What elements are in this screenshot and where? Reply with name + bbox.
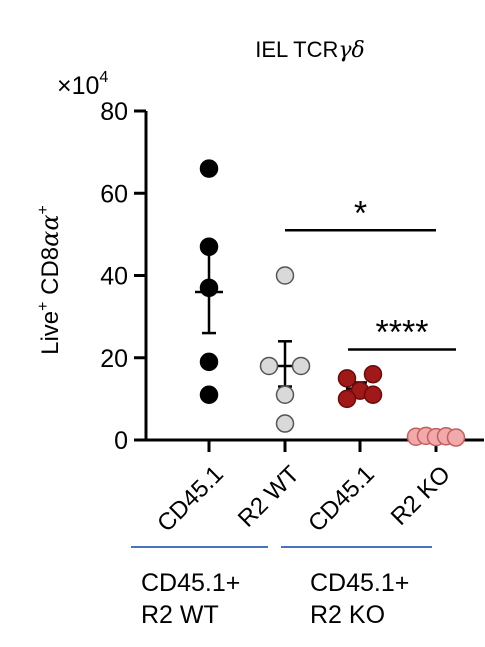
group-label-wt-line1: CD45.1+ — [141, 569, 241, 597]
point-2-3 — [337, 389, 357, 409]
y-axis-label: Live+ CD8αα+ — [35, 205, 64, 355]
point-2-4 — [363, 385, 383, 405]
point-0-1 — [199, 237, 219, 256]
point-0-0 — [199, 159, 219, 178]
group-label-wt-line2: R2 WT — [141, 601, 219, 629]
x-tick-label-0: CD45.1 — [152, 461, 229, 538]
point-1-1 — [259, 356, 279, 376]
y-ticks: 0 20 40 60 80 — [100, 98, 146, 455]
y-multiplier-prefix: ×10 — [57, 72, 99, 100]
point-1-2 — [291, 356, 311, 376]
group-label-wt: CD45.1+ R2 WT — [141, 567, 240, 631]
significance-label-1: **** — [376, 314, 429, 352]
y-label-main: Live — [37, 311, 64, 355]
x-tick-label-1: R2 WT — [233, 460, 305, 532]
chart-title: IEL TCRγδ — [255, 37, 365, 63]
point-3-4 — [446, 428, 466, 447]
y-label-mid: CD8 — [37, 247, 64, 302]
y-label-sup1: + — [35, 302, 52, 311]
point-1-4 — [275, 414, 295, 433]
point-2-1 — [363, 364, 383, 384]
point-0-2 — [199, 278, 219, 298]
y-label-sup2: + — [35, 205, 52, 214]
y-tick-label-3: 60 — [100, 180, 128, 208]
y-multiplier-exp: 4 — [99, 69, 108, 86]
y-tick-label-0: 0 — [114, 427, 128, 455]
x-tick-label-3: R2 KO — [386, 461, 456, 531]
y-label-greek: αα — [36, 214, 64, 246]
point-1-3 — [275, 385, 295, 405]
x-tick-label-2: CD45.1 — [303, 461, 380, 538]
y-multiplier: ×104 — [57, 69, 108, 100]
x-ticks — [207, 440, 438, 452]
point-0-4 — [199, 385, 219, 405]
point-1-0 — [275, 266, 295, 285]
significance-label-0: * — [354, 194, 367, 232]
group-label-ko-line2: R2 KO — [310, 601, 386, 629]
y-tick-label-2: 40 — [100, 263, 128, 291]
point-2-0 — [337, 369, 357, 388]
group-label-ko: CD45.1+ R2 KO — [310, 567, 409, 631]
chart-title-greek: γδ — [338, 38, 364, 63]
point-0-3 — [199, 352, 219, 372]
y-tick-label-4: 80 — [100, 98, 128, 126]
y-tick-label-1: 20 — [100, 345, 128, 373]
data-points — [199, 159, 466, 447]
chart-title-main: IEL TCR — [255, 37, 338, 62]
significance-bars: ***** — [285, 194, 456, 352]
group-label-ko-line1: CD45.1+ — [310, 569, 410, 597]
